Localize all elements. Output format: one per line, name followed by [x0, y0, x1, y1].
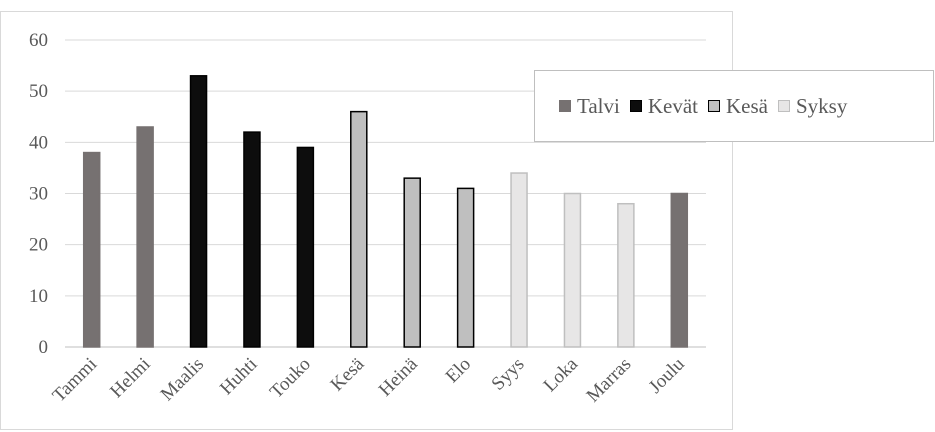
x-tick-label: Heinä	[375, 353, 422, 400]
bars	[82, 75, 689, 348]
y-tick-label: 0	[39, 337, 49, 358]
bar-kesä	[350, 110, 368, 348]
x-tick-label: Maalis	[157, 354, 208, 405]
legend: Talvi Kevät Kesä Syksy	[534, 70, 934, 142]
legend-label: Kevät	[647, 93, 699, 118]
legend-label: Kesä	[726, 93, 768, 118]
legend-swatch	[778, 100, 790, 112]
x-tick-label: Touko	[266, 354, 315, 403]
x-tick-label: Helmi	[106, 354, 154, 402]
bar-joulu	[670, 192, 689, 348]
bar-maalis	[189, 75, 208, 348]
legend-label: Syksy	[796, 93, 848, 118]
x-tick-label: Elo	[442, 354, 476, 388]
bar-heinä	[403, 177, 421, 348]
y-axis-ticks: 0 10 20 30 40 50 60	[29, 30, 48, 358]
x-tick-label: Joulu	[645, 353, 689, 397]
legend-item-kevät: Kevät	[629, 93, 699, 119]
bar-syys	[510, 172, 528, 348]
x-tick-label: Huhti	[216, 354, 261, 399]
bar-marras	[617, 202, 635, 348]
bar-loka	[563, 192, 582, 348]
x-tick-label: Kesä	[327, 353, 369, 395]
bar-helmi	[136, 126, 154, 348]
y-tick-label: 10	[29, 286, 48, 307]
x-tick-label: Loka	[540, 353, 583, 396]
legend-swatch	[708, 100, 721, 112]
bar-chart: 0 10 20 30 40 50 60 Tammi Helmi Maalis Huhti Touko…	[29, 30, 706, 407]
x-tick-label: Marras	[583, 354, 636, 407]
x-axis-ticks: Tammi Helmi Maalis Huhti Touko Kesä Heinä Elo Sy…	[49, 353, 690, 406]
y-tick-label: 20	[29, 235, 48, 256]
legend-item-talvi: Talvi	[559, 94, 620, 119]
x-tick-label: Syys	[488, 354, 529, 395]
legend-label: Talvi	[577, 93, 620, 118]
y-tick-label: 60	[29, 30, 48, 51]
bar-touko	[296, 146, 315, 348]
x-tick-label: Tammi	[49, 354, 102, 407]
bar-huhti	[243, 131, 261, 348]
y-tick-label: 50	[29, 81, 48, 102]
legend-item-kesä: Kesä	[708, 94, 768, 119]
y-tick-label: 30	[29, 184, 48, 205]
legend-item-syksy: Syksy	[778, 94, 847, 119]
legend-swatch	[629, 100, 642, 112]
y-tick-label: 40	[29, 132, 48, 153]
legend-swatch	[559, 100, 571, 112]
bar-tammi	[82, 151, 101, 348]
bar-elo	[456, 187, 475, 348]
